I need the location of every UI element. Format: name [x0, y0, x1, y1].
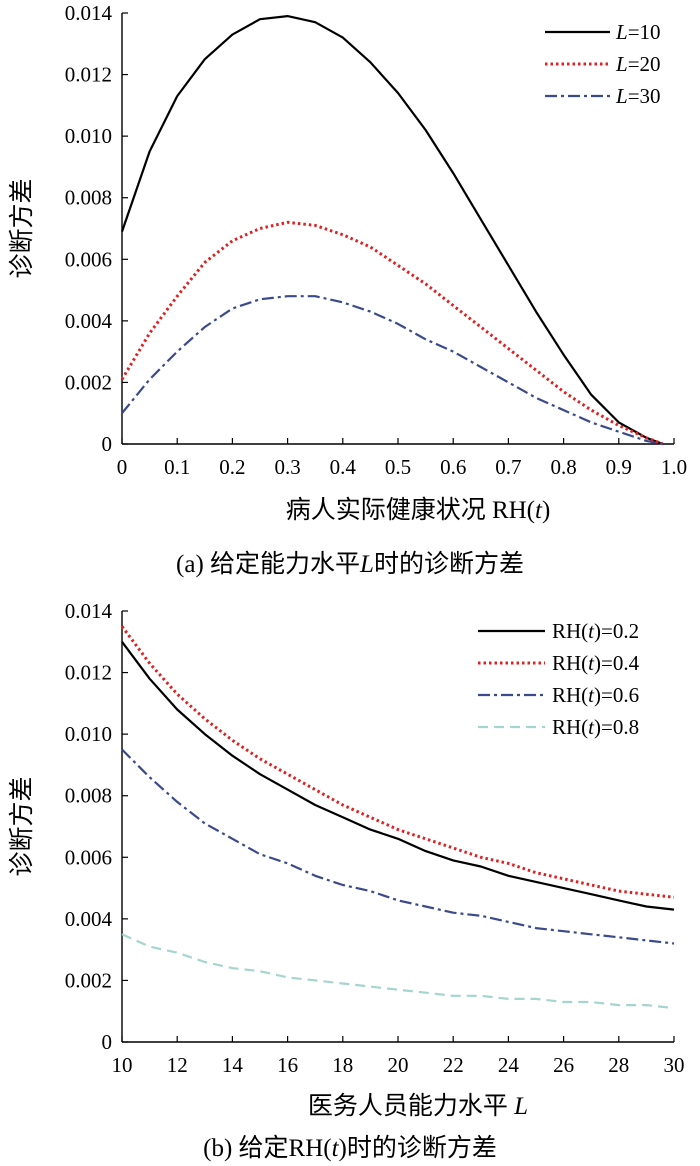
y-tick-label: 0.012: [65, 63, 112, 87]
y-tick-label: 0.004: [65, 907, 113, 931]
y-axis-title: 诊断方差: [8, 776, 36, 876]
y-tick-label: 0.002: [65, 370, 112, 394]
y-tick-label: 0.004: [65, 309, 113, 333]
legend-label: L=20: [615, 52, 661, 76]
y-tick-label: 0.006: [65, 845, 112, 869]
legend-label: RH(t)=0.6: [552, 683, 639, 707]
x-tick-label: 24: [498, 1053, 520, 1077]
series-line-1: [120, 15, 664, 446]
x-tick-label: 0: [117, 455, 128, 479]
chart-panel-b: 0 0.002 0.004 0.006 0.008 0.010 0.012 0.014 10 12…: [8, 599, 685, 1162]
legend-label: RH(t)=0.2: [552, 619, 639, 643]
x-tick-label: 0.1: [164, 455, 190, 479]
x-tick-label: 0.3: [274, 455, 300, 479]
panel-caption: (b) 给定RH(t)时的诊断方差: [203, 1134, 497, 1162]
y-tick-label: 0.006: [65, 247, 112, 271]
x-tick-label: 10: [112, 1053, 133, 1077]
x-tick-label: 0.9: [606, 455, 632, 479]
x-tick-label: 0.2: [219, 455, 245, 479]
y-tick-label: 0.002: [65, 968, 112, 992]
x-tick-label: 0.8: [550, 455, 576, 479]
x-tick-label: 14: [222, 1053, 244, 1077]
y-tick-label: 0.008: [65, 186, 112, 210]
legend-label: L=10: [615, 20, 661, 44]
x-axis-title: 医务人员能力水平 L: [308, 1092, 528, 1120]
x-tick-label: 16: [277, 1053, 298, 1077]
x-axis-title: 病人实际健康状况 RH(t): [286, 496, 551, 524]
series-line-3: [121, 295, 664, 446]
x-tick-label: 22: [443, 1053, 464, 1077]
y-tick-label: 0.010: [65, 124, 112, 148]
y-tick-label: 0: [102, 432, 113, 456]
series-line-2: [120, 625, 675, 899]
series-line-2: [120, 220, 664, 446]
x-tick-label: 1.0: [661, 455, 687, 479]
series-line-1: [121, 641, 675, 911]
x-tick-label: 0.6: [440, 455, 466, 479]
x-tick-label: 12: [167, 1053, 188, 1077]
y-tick-label: 0.014: [65, 1, 113, 25]
y-tick-label: 0.010: [65, 722, 112, 746]
x-tick-label: 0.5: [385, 455, 411, 479]
x-tick-label: 26: [553, 1053, 574, 1077]
chart-panel-a: 0 0.002 0.004 0.006 0.008 0.010 0.012 0.014 0 0.1…: [8, 1, 687, 578]
x-tick-label: 0.7: [495, 455, 521, 479]
y-axis-title: 诊断方差: [8, 178, 36, 278]
y-tick-label: 0.012: [65, 661, 112, 685]
y-tick-label: 0.014: [65, 599, 113, 623]
legend-label: RH(t)=0.4: [552, 651, 640, 675]
legend-label: RH(t)=0.8: [552, 715, 639, 739]
x-tick-label: 0.4: [330, 455, 357, 479]
y-tick-label: 0.008: [65, 784, 112, 808]
x-tick-label: 20: [388, 1053, 409, 1077]
series-line-3: [121, 748, 675, 945]
legend-label: L=30: [615, 84, 661, 108]
panel-caption: (a) 给定能力水平L时的诊断方差: [176, 550, 524, 578]
series-line-4: [121, 933, 675, 1010]
x-tick-label: 18: [332, 1053, 353, 1077]
x-tick-label: 30: [664, 1053, 685, 1077]
y-tick-label: 0: [102, 1030, 113, 1054]
x-tick-label: 28: [608, 1053, 629, 1077]
